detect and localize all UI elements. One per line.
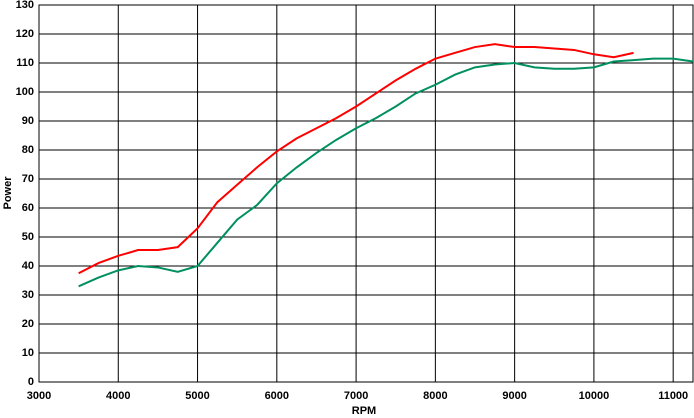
x-tick-label: 11000 xyxy=(658,390,688,402)
y-tick-label: 100 xyxy=(16,86,34,98)
y-tick-label: 130 xyxy=(16,0,34,11)
y-tick-label: 10 xyxy=(22,347,34,359)
y-tick-label: 30 xyxy=(22,289,34,301)
line-series xyxy=(78,43,634,275)
x-tick-label: 4000 xyxy=(106,390,130,402)
x-tick-label: 3000 xyxy=(27,390,51,402)
y-tick-label: 50 xyxy=(22,231,34,243)
x-tick-label: 9000 xyxy=(502,390,526,402)
y-tick-label: 40 xyxy=(22,260,34,272)
y-axis-title: Power xyxy=(2,176,14,210)
x-tick-label: 5000 xyxy=(185,390,209,402)
y-tick-label: 90 xyxy=(22,115,34,127)
line-series xyxy=(78,57,694,288)
plot-border xyxy=(38,4,694,383)
x-tick-label: 7000 xyxy=(344,390,368,402)
y-tick-label: 20 xyxy=(22,318,34,330)
x-tick-label: 6000 xyxy=(265,390,289,402)
x-tick-label: 10000 xyxy=(579,390,610,402)
x-tick-label: 8000 xyxy=(423,390,447,402)
y-tick-label: 70 xyxy=(22,173,34,185)
y-tick-label: 120 xyxy=(16,28,34,40)
y-tick-label: 0 xyxy=(28,376,34,388)
y-tick-label: 80 xyxy=(22,144,34,156)
x-axis-title: RPM xyxy=(352,405,376,417)
y-tick-label: 60 xyxy=(22,202,34,214)
y-tick-label: 110 xyxy=(16,57,34,69)
